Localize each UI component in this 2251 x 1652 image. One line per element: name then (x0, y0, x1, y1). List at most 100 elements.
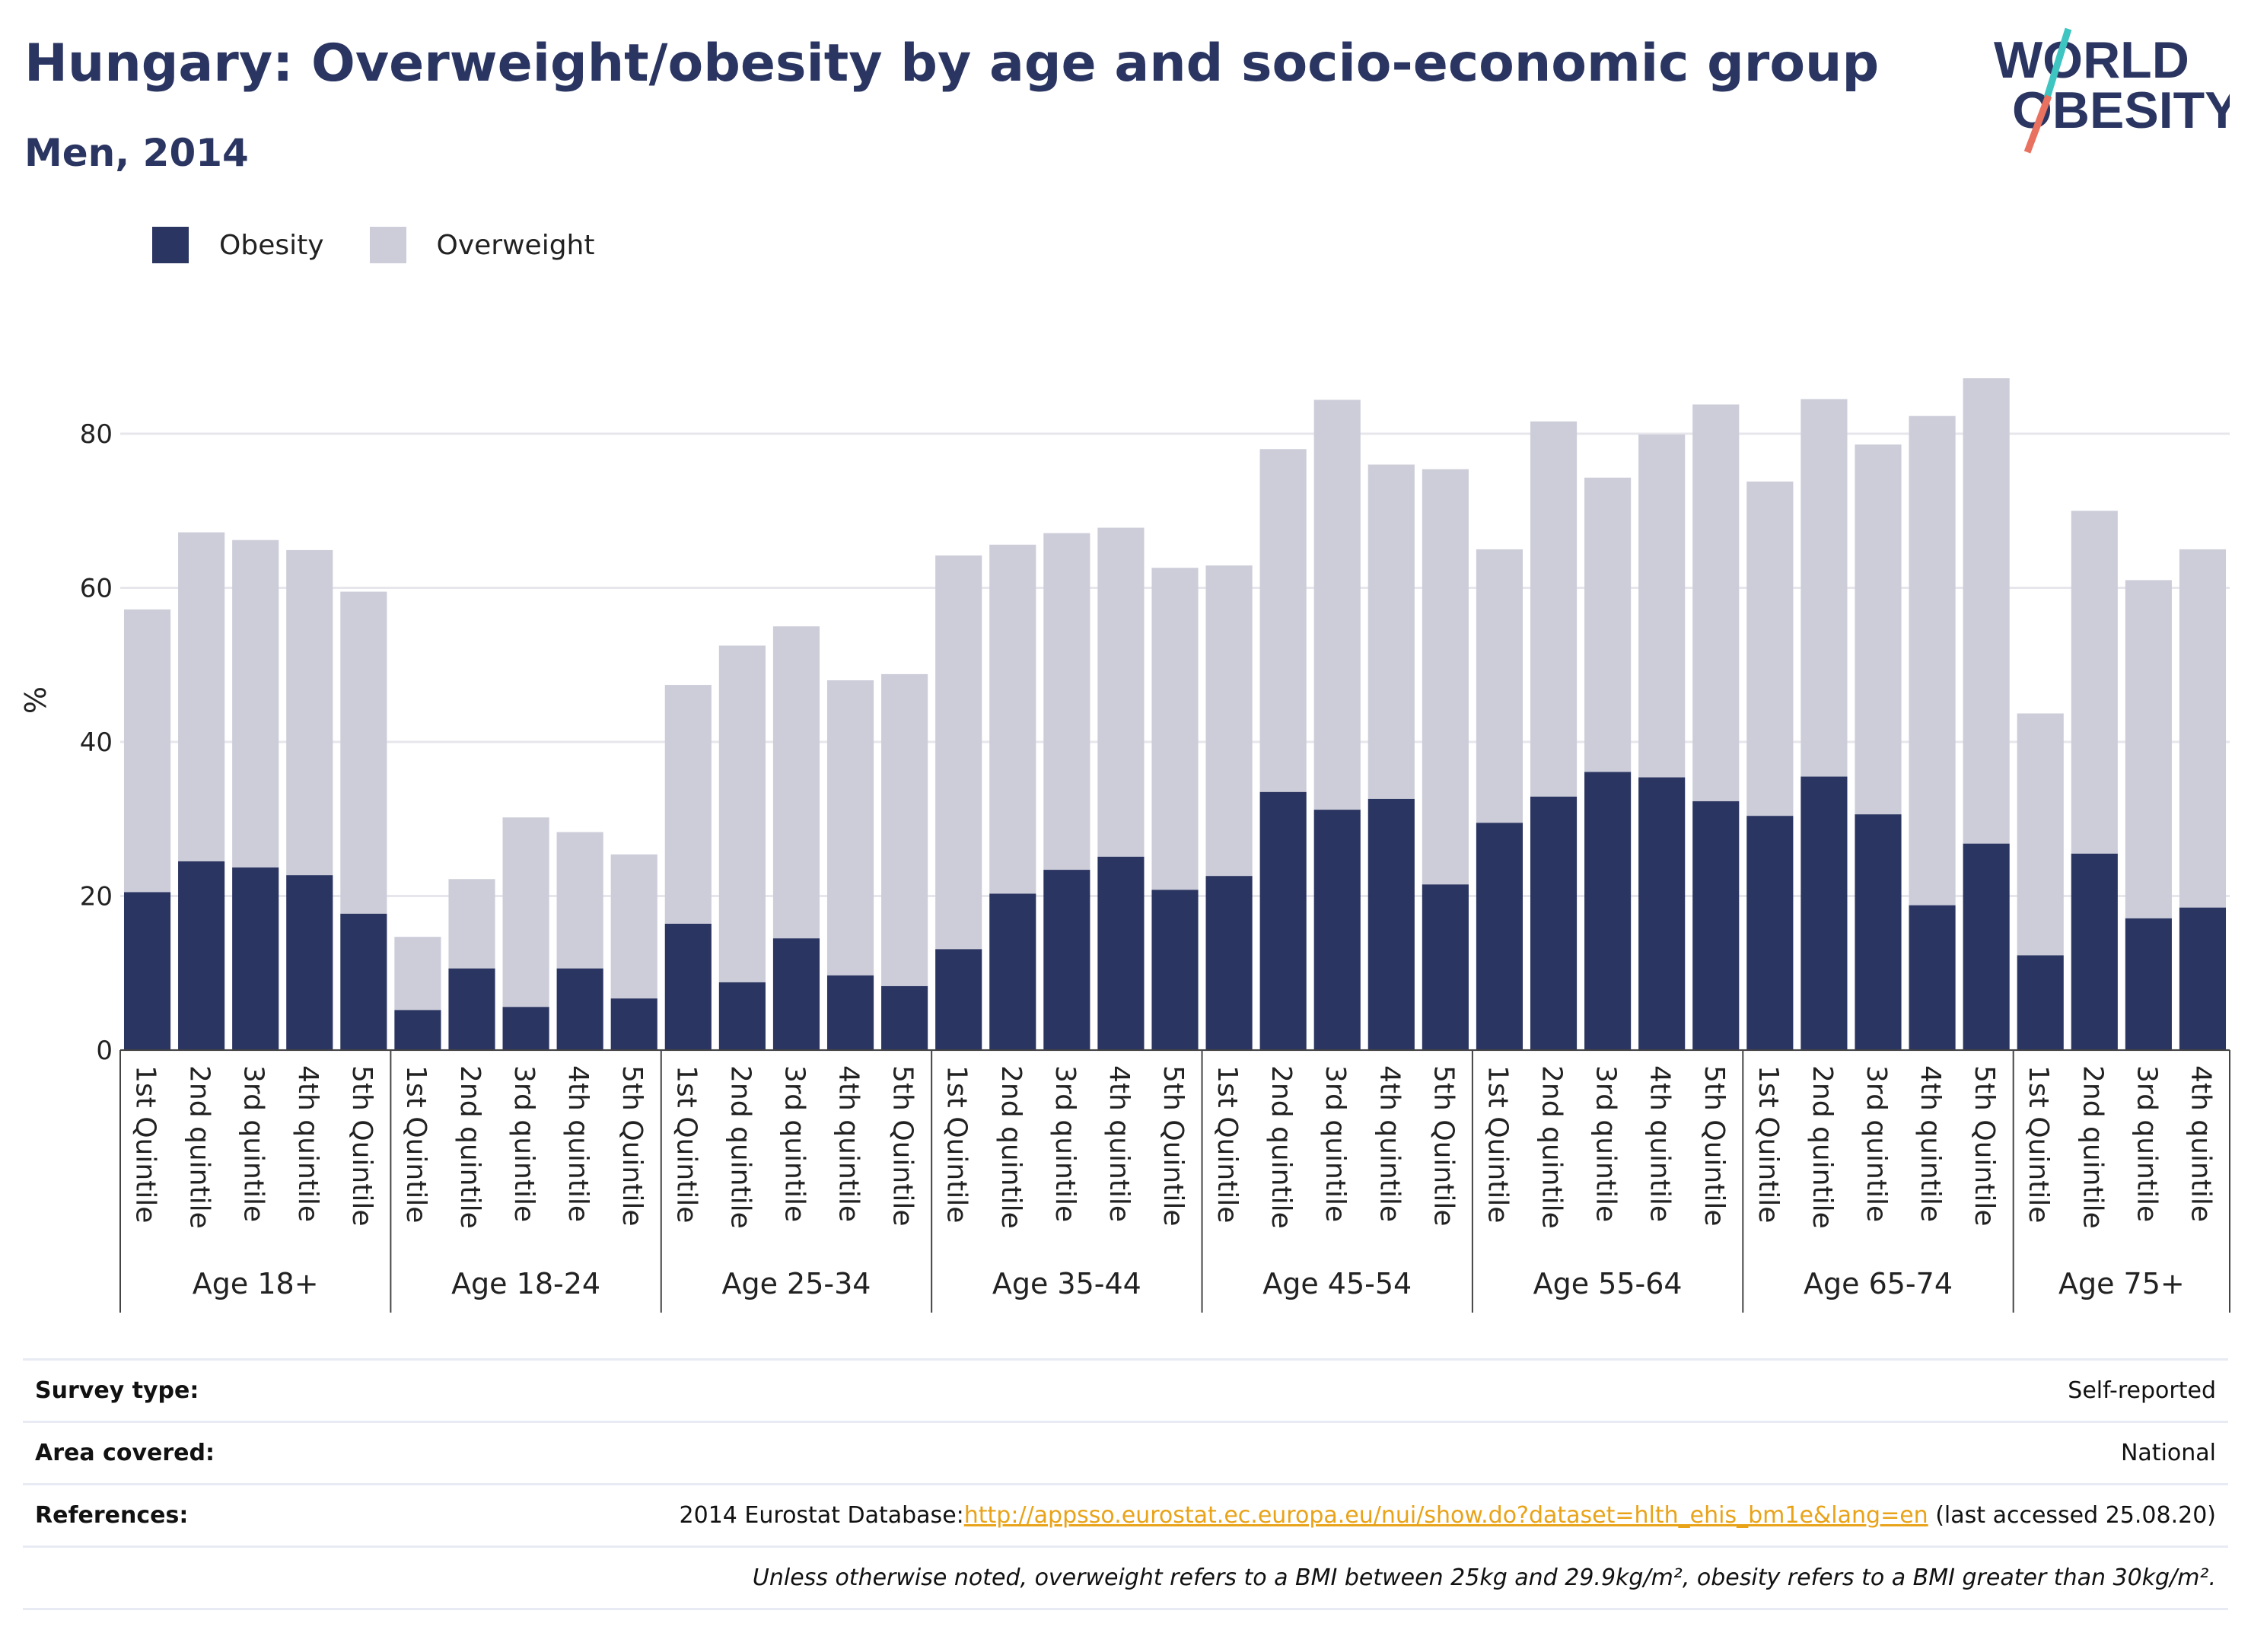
bar-overweight (718, 645, 766, 982)
bar-obesity (826, 975, 874, 1050)
x-category-label: 2nd quintile (454, 1065, 486, 1229)
bar-overweight (2179, 549, 2227, 908)
bar-overweight (178, 532, 225, 861)
group-label: Age 65-74 (1804, 1267, 1953, 1300)
x-category-label: 4th quintile (1103, 1065, 1135, 1222)
bar-overweight (2017, 713, 2064, 956)
legend-item-obesity[interactable]: Obesity (152, 227, 324, 263)
x-category-label: 3rd quintile (1861, 1065, 1892, 1222)
bar-obesity (2125, 918, 2172, 1050)
group-label: Age 18+ (193, 1267, 319, 1300)
bar-overweight (556, 832, 603, 969)
bar-obesity (1909, 905, 1956, 1050)
bar-obesity (664, 923, 712, 1050)
references-label: References: (35, 1502, 189, 1529)
bar-obesity (1043, 870, 1090, 1050)
bar-obesity (448, 968, 495, 1050)
bar-obesity (610, 998, 657, 1050)
x-category-label: 4th quintile (1915, 1065, 1946, 1222)
x-category-label: 4th quintile (562, 1065, 594, 1222)
bar-obesity (1692, 801, 1740, 1050)
group-label: Age 35-44 (992, 1267, 1141, 1300)
bar-overweight (1097, 527, 1145, 857)
survey-type-label: Survey type: (35, 1377, 199, 1404)
legend-label-obesity: Obesity (219, 229, 324, 261)
bar-overweight (1584, 477, 1632, 772)
chart-legend: Obesity Overweight (152, 225, 640, 265)
legend-swatch-overweight (369, 227, 406, 263)
bar-overweight (1313, 399, 1361, 810)
bar-overweight (1855, 444, 1902, 815)
x-category-label: 1st Quintile (130, 1065, 161, 1223)
bar-overweight (1205, 565, 1253, 877)
x-category-label: 5th Quintile (1428, 1065, 1459, 1227)
bar-obesity (1367, 798, 1415, 1050)
group-label: Age 45-54 (1262, 1267, 1412, 1300)
definition-note-row: Unless otherwise noted, overweight refer… (23, 1545, 2228, 1610)
bar-overweight (1692, 404, 1740, 801)
bar-obesity (394, 1010, 441, 1050)
bar-obesity (1963, 843, 2010, 1050)
logo-slash-coral (2023, 94, 2052, 154)
x-category-label: 5th Quintile (346, 1065, 377, 1227)
y-tick-label: 0 (96, 1036, 113, 1066)
x-category-label: 3rd quintile (1049, 1065, 1081, 1222)
bar-obesity (989, 893, 1036, 1050)
bar-overweight (826, 680, 874, 976)
group-label: Age 25-34 (721, 1267, 871, 1300)
y-tick-label: 20 (80, 882, 113, 912)
bar-overweight (881, 673, 928, 986)
bar-overweight (2071, 511, 2118, 854)
references-value: 2014 Eurostat Database:http://appsso.eur… (680, 1502, 2216, 1529)
legend-swatch-obesity (152, 227, 189, 263)
bar-obesity (1422, 884, 1469, 1050)
bar-overweight (340, 591, 387, 914)
bar-overweight (1476, 549, 1523, 823)
x-category-label: 5th Quintile (1699, 1065, 1730, 1227)
bar-overweight (1746, 481, 1794, 816)
x-category-label: 5th Quintile (616, 1065, 648, 1227)
x-category-label: 3rd quintile (1320, 1065, 1351, 1222)
y-axis-label: % (19, 686, 53, 714)
bar-overweight (2125, 580, 2172, 918)
x-category-label: 2nd quintile (2077, 1065, 2108, 1229)
group-label: Age 55-64 (1533, 1267, 1683, 1300)
bar-overweight (448, 879, 495, 969)
references-row: References: 2014 Eurostat Database:http:… (23, 1483, 2228, 1545)
bar-overweight (664, 685, 712, 924)
bar-obesity (2071, 853, 2118, 1050)
bar-obesity (2017, 955, 2064, 1050)
x-category-label: 2nd quintile (995, 1065, 1027, 1229)
bar-overweight (1963, 378, 2010, 844)
world-obesity-logo: WORLD OBESITY (1994, 27, 2230, 154)
area-covered-row: Area covered: National (23, 1421, 2228, 1483)
logo-line-world: WORLD (1994, 31, 2189, 89)
chart-subtitle: Men, 2014 (24, 131, 249, 175)
bar-obesity (1097, 856, 1145, 1050)
bar-obesity (1530, 796, 1578, 1050)
y-tick-label: 60 (80, 574, 113, 604)
survey-type-row: Survey type: Self-reported (23, 1358, 2228, 1421)
x-category-label: 1st Quintile (670, 1065, 702, 1223)
bar-overweight (502, 817, 549, 1007)
bar-obesity (1800, 776, 1848, 1050)
chart-title: Hungary: Overweight/obesity by age and s… (24, 33, 1880, 94)
bar-overweight (772, 626, 820, 939)
bar-obesity (1205, 876, 1253, 1050)
bar-obesity (1855, 814, 1902, 1050)
references-prefix: 2014 Eurostat Database: (679, 1502, 964, 1529)
bar-obesity (1746, 816, 1794, 1050)
references-link[interactable]: http://appsso.eurostat.ec.europa.eu/nui/… (963, 1502, 1928, 1529)
bar-overweight (989, 544, 1036, 894)
stacked-bar-chart: 0 20 40 60 80% 1st Quintile 2nd quintile 3rd qu… (19, 378, 2230, 1313)
legend-item-overweight[interactable]: Overweight (369, 227, 595, 263)
y-tick-label: 80 (80, 419, 113, 450)
x-category-label: 2nd quintile (1807, 1065, 1838, 1229)
legend-label-overweight: Overweight (436, 229, 595, 261)
bar-obesity (935, 949, 982, 1050)
bar-obesity (286, 875, 333, 1050)
references-suffix: (last accessed 25.08.20) (1928, 1502, 2216, 1529)
bar-overweight (935, 555, 982, 950)
x-category-label: 1st Quintile (400, 1065, 431, 1223)
bar-overweight (1800, 399, 1848, 777)
